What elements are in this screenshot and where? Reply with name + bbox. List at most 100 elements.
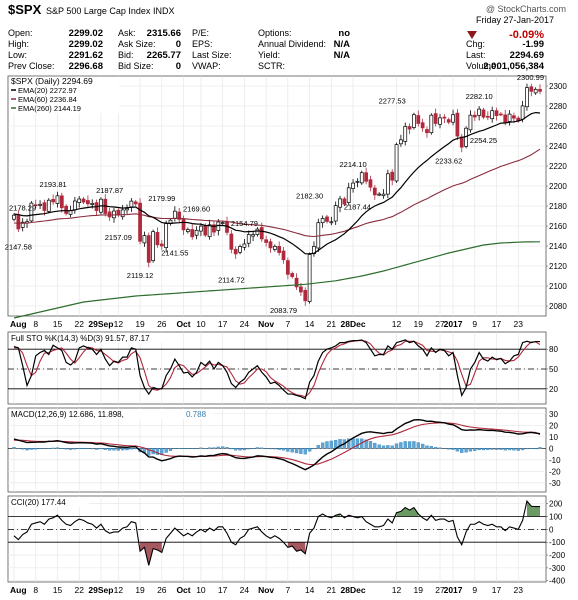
macd-legend-histogram: 0.788 xyxy=(186,410,207,419)
header-label: P/E: xyxy=(192,28,209,38)
header-value: 2296.68 xyxy=(69,61,103,72)
x-tick-label: 7 xyxy=(286,319,291,329)
macd-histogram-bar xyxy=(464,448,468,453)
macd-histogram-bar xyxy=(112,448,116,451)
header-label: EPS: xyxy=(192,39,213,49)
macd-histogram-bar xyxy=(34,448,38,450)
price-label: 2114.72 xyxy=(218,275,245,284)
x-tick-label: Oct xyxy=(176,319,190,329)
macd-histogram-bar xyxy=(68,448,73,450)
x-tick-label: 15 xyxy=(53,319,63,329)
candle xyxy=(451,114,455,123)
header-value: -1.99 xyxy=(522,39,544,50)
macd-histogram-bar xyxy=(242,448,247,451)
cci-line xyxy=(13,499,540,566)
macd-y-tick-label: 20 xyxy=(549,421,558,430)
macd-histogram-bar xyxy=(181,448,186,450)
macd-histogram-bar xyxy=(420,443,425,449)
candle xyxy=(438,117,442,125)
candle xyxy=(455,112,460,137)
price-label: 2179.99 xyxy=(148,194,175,203)
macd-histogram-bar xyxy=(29,448,34,450)
macd-histogram-bar xyxy=(525,448,529,450)
price-label: 2187.87 xyxy=(96,186,123,195)
candle xyxy=(20,221,25,228)
macd-histogram-bar xyxy=(155,448,160,455)
price-label: 2119.12 xyxy=(127,271,154,280)
candle xyxy=(129,200,134,208)
macd-line xyxy=(13,419,541,471)
candle xyxy=(277,246,282,253)
macd-histogram-bar xyxy=(129,448,134,450)
macd-histogram-bar xyxy=(381,445,386,449)
candle xyxy=(355,180,360,183)
macd-histogram-bar xyxy=(355,438,360,449)
header-label: Annual Dividend: xyxy=(258,39,326,49)
candle xyxy=(433,113,438,124)
x-tick-label: 12 xyxy=(392,319,402,329)
x-tick-label: 17 xyxy=(492,319,502,329)
macd-histogram-bar xyxy=(194,448,199,450)
down-triangle-icon xyxy=(467,31,477,39)
macd-histogram-bar xyxy=(268,448,273,450)
price-label: 2154.79 xyxy=(231,219,258,228)
macd-histogram-bar xyxy=(42,448,47,450)
macd-y-tick-label: -20 xyxy=(549,467,561,476)
x-tick-label: 19 xyxy=(414,585,424,595)
macd-histogram-bar xyxy=(538,447,542,449)
x-tick-label: 29Sep xyxy=(88,585,113,595)
candle xyxy=(407,126,412,130)
macd-histogram-bar xyxy=(460,448,464,453)
macd-histogram-bar xyxy=(164,448,168,453)
macd-histogram-bar xyxy=(477,448,481,451)
candle xyxy=(207,224,212,238)
macd-histogram-bar xyxy=(442,448,447,450)
candle xyxy=(472,114,477,118)
macd-histogram-bar xyxy=(107,448,112,451)
price-label: 2083.79 xyxy=(270,306,297,315)
macd-histogram-bar xyxy=(533,448,538,450)
candle xyxy=(403,126,408,142)
macd-histogram-bar xyxy=(499,448,503,450)
candle xyxy=(359,172,364,184)
candle xyxy=(220,222,225,224)
x-tick-label: 10 xyxy=(196,319,206,329)
cci-oversold-fill xyxy=(140,542,162,566)
macd-histogram-bar xyxy=(260,447,264,449)
change-percent: -0.09% xyxy=(509,29,544,41)
macd-histogram-bar xyxy=(325,441,329,449)
macd-histogram-bar xyxy=(73,448,77,450)
price-y-tick-label: 2140 xyxy=(549,242,567,251)
x-tick-label: 27 xyxy=(435,585,445,595)
candle xyxy=(177,211,182,220)
macd-histogram-bar xyxy=(290,448,294,453)
price-y-tick-label: 2260 xyxy=(549,122,567,131)
candle xyxy=(533,88,538,94)
candle xyxy=(329,221,334,224)
candle xyxy=(86,200,90,205)
candle xyxy=(425,129,429,134)
x-tick-label: 8 xyxy=(33,319,38,329)
x-tick-label: 22 xyxy=(74,585,84,595)
price-label: 2300.99 xyxy=(517,73,544,82)
macd-histogram-bar xyxy=(21,448,25,450)
candle xyxy=(538,88,542,92)
candle xyxy=(416,115,421,124)
header-value: 2299.02 xyxy=(69,39,103,50)
x-tick-label: 23 xyxy=(514,319,524,329)
candle xyxy=(481,109,486,118)
price-y-tick-label: 2180 xyxy=(549,202,567,211)
macd-histogram-bar xyxy=(403,441,407,449)
candle xyxy=(64,205,69,214)
symbol-title: $SPX xyxy=(8,2,42,17)
macd-histogram-bar xyxy=(60,448,64,450)
x-tick-label: 21 xyxy=(327,319,337,329)
macd-histogram-bar xyxy=(281,448,286,451)
legend-background xyxy=(9,497,89,507)
price-y-tick-label: 2300 xyxy=(549,82,567,91)
header-label: Yield: xyxy=(258,50,280,60)
macd-histogram-bar xyxy=(64,448,68,450)
legend-background xyxy=(9,409,214,419)
header-label: VWAP: xyxy=(192,61,221,71)
macd-histogram-bar xyxy=(177,448,181,449)
